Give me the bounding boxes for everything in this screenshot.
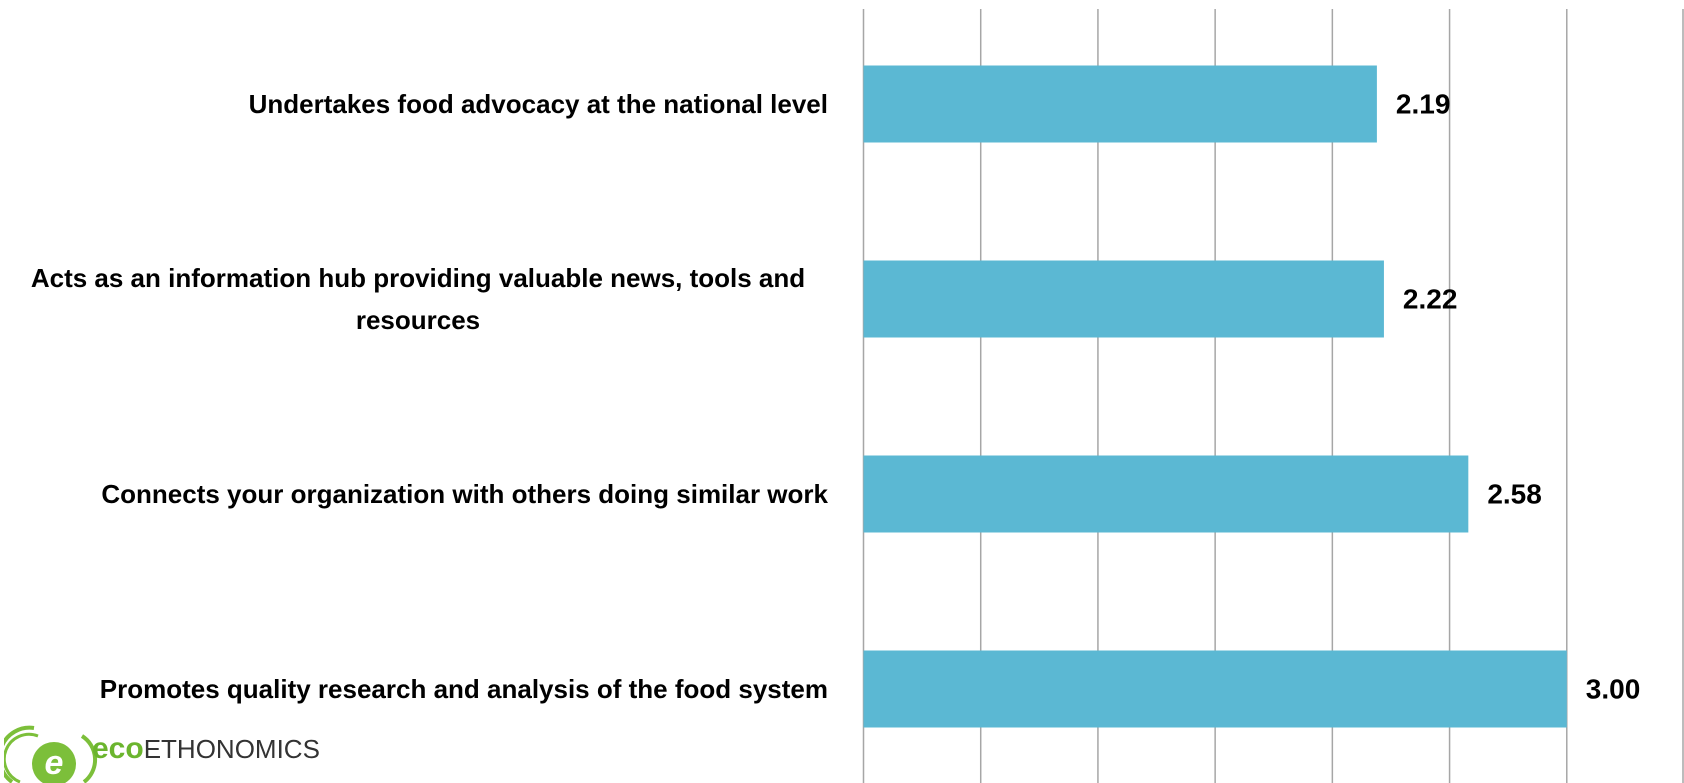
svg-text:e: e — [45, 744, 64, 782]
value-label: 3.00 — [1586, 673, 1641, 704]
bar — [863, 65, 1377, 143]
logo-text: ecoETHONOMICS — [92, 732, 320, 765]
category-label: Undertakes food advocacy at the national… — [248, 89, 828, 119]
category-label: Promotes quality research and analysis o… — [99, 674, 828, 704]
bar — [863, 455, 1469, 533]
category-label: Connects your organization with others d… — [101, 479, 828, 509]
value-label: 2.58 — [1487, 478, 1542, 509]
category-label: Acts as an information hub providing val… — [30, 263, 806, 335]
bar — [863, 260, 1384, 338]
bar — [863, 650, 1567, 728]
value-label: 2.19 — [1396, 88, 1451, 119]
logo: e ecoETHONOMICS — [4, 722, 384, 783]
value-label: 2.22 — [1403, 283, 1458, 314]
logo-mark: e ecoETHONOMICS — [4, 725, 320, 783]
